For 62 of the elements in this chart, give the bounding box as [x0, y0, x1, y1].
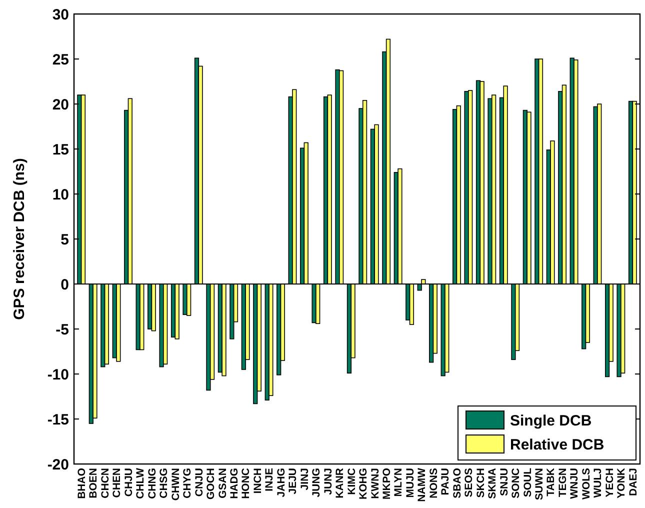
- x-tick-label: SNJU: [498, 468, 510, 496]
- y-axis-title: GPS receiver DCB (ns): [11, 158, 28, 320]
- x-tick-label: MUJU: [404, 468, 416, 498]
- x-tick-label: SKCH: [474, 468, 487, 498]
- legend-label: Relative DCB: [510, 436, 604, 454]
- x-tick-label: INCH: [252, 468, 264, 494]
- x-tick-label: WOLS: [580, 468, 592, 500]
- x-tick-label: MKPO: [381, 468, 393, 500]
- y-tick-label: -5: [56, 321, 69, 338]
- x-tick-label: SBAO: [451, 468, 464, 498]
- x-tick-label: JINJ: [298, 468, 311, 490]
- x-tick-label: SKMA: [486, 468, 499, 499]
- x-tick-label: SONC: [510, 468, 522, 498]
- x-tick-label: WULJ: [592, 468, 604, 498]
- y-tick-label: -20: [47, 456, 69, 474]
- x-tick-label: CHEN: [111, 468, 124, 498]
- x-tick-label: CHNG: [146, 468, 158, 499]
- x-tick-label: CNJU: [193, 468, 206, 497]
- x-tick-label: NONS: [428, 468, 440, 498]
- x-tick-label: JEJU: [287, 468, 300, 494]
- x-tick-label: CHYG: [182, 468, 194, 498]
- y-tick-label: 25: [52, 51, 69, 68]
- y-tick-label: 20: [52, 96, 69, 114]
- x-tick-label: WNJU: [568, 468, 581, 499]
- x-tick-label: HONC: [240, 468, 252, 499]
- y-tick-label: -10: [47, 366, 69, 384]
- x-tick-label: NAMW: [416, 468, 428, 502]
- y-tick-label: 0: [60, 276, 69, 294]
- x-tick-label: HADG: [228, 468, 241, 499]
- x-tick-label: BOEN: [88, 468, 100, 498]
- x-tick-label: TABK: [545, 468, 558, 496]
- x-tick-label: CHLW: [134, 468, 147, 499]
- x-tick-label: JUNJ: [322, 468, 334, 495]
- x-tick-label: CHWN: [170, 468, 182, 501]
- x-tick-label: DAEJ: [627, 468, 640, 496]
- x-tick-label: CHCN: [99, 468, 112, 498]
- x-tick-label: SEOS: [463, 468, 476, 498]
- y-tick-label: 10: [52, 186, 69, 204]
- x-tick-label: SOUL: [522, 467, 534, 498]
- x-tick-label: KIMC: [346, 468, 358, 495]
- x-tick-label: PAJU: [440, 468, 452, 496]
- x-tick-label: YONK: [616, 468, 628, 498]
- x-tick-label: SUWN: [534, 468, 546, 500]
- x-tick-label: CHJU: [122, 468, 135, 497]
- y-tick-label: 5: [60, 231, 69, 248]
- y-tick-label: 15: [52, 141, 69, 158]
- y-tick-label: 30: [52, 6, 69, 24]
- x-tick-label: CHSG: [158, 468, 170, 498]
- x-tick-label: MLYN: [392, 468, 405, 497]
- x-tick-label: KANR: [334, 468, 346, 498]
- x-tick-label: JUNG: [310, 468, 323, 498]
- legend-label: Single DCB: [510, 412, 592, 430]
- x-tick-label: KOHG: [358, 468, 370, 500]
- x-tick-label: KWNJ: [369, 468, 382, 499]
- y-tick-label: -15: [47, 411, 69, 428]
- x-tick-label: INJE: [264, 468, 276, 492]
- x-tick-label: BHAO: [76, 468, 88, 499]
- x-tick-label: YECH: [604, 468, 616, 498]
- x-tick-label: GSAN: [216, 468, 229, 498]
- x-tick-label: JAHG: [275, 468, 288, 498]
- x-tick-label: GOCH: [205, 468, 218, 500]
- x-tick-label: TEGN: [556, 468, 569, 498]
